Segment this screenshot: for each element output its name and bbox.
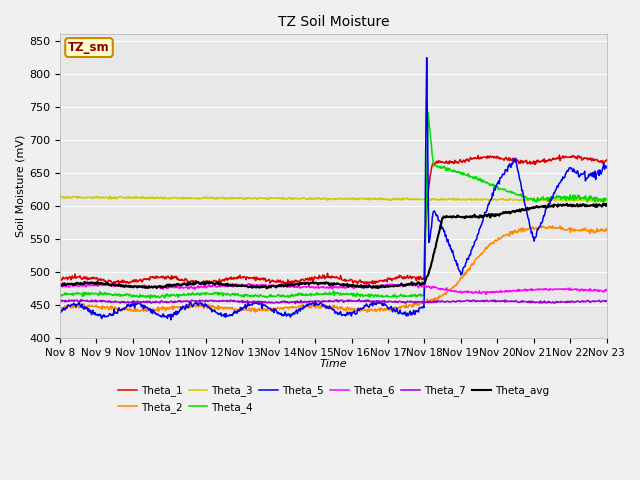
Theta_1 — [405, 275, 413, 281]
Theta_3 — [603, 197, 611, 203]
Theta_4 — [388, 293, 396, 299]
Theta_4 — [405, 293, 413, 299]
Theta_avg — [263, 286, 271, 291]
Theta_2 — [374, 307, 382, 312]
Theta_5 — [56, 310, 64, 315]
Theta_avg — [90, 280, 97, 286]
Theta_1 — [556, 152, 563, 158]
Theta_4 — [374, 292, 382, 298]
Theta_3 — [56, 194, 64, 200]
Theta_4 — [424, 109, 432, 115]
Theta_1 — [527, 160, 535, 166]
Theta_6 — [528, 288, 536, 293]
Theta_5 — [388, 309, 396, 315]
Theta_3 — [388, 196, 396, 202]
Theta_1 — [374, 278, 382, 284]
Theta_1 — [56, 277, 64, 283]
Line: Theta_3: Theta_3 — [60, 196, 607, 202]
Theta_6 — [90, 282, 97, 288]
Theta_6 — [483, 291, 490, 297]
Theta_4 — [603, 196, 611, 202]
Line: Theta_5: Theta_5 — [60, 58, 607, 320]
Theta_5 — [405, 311, 413, 317]
Theta_7 — [420, 301, 428, 307]
Theta_1 — [197, 282, 205, 288]
Theta_7 — [56, 299, 64, 304]
Theta_6 — [56, 284, 64, 289]
Theta_avg — [472, 214, 479, 220]
Theta_5 — [528, 229, 536, 235]
Theta_2 — [527, 224, 535, 230]
Line: Theta_7: Theta_7 — [60, 300, 607, 304]
Theta_1 — [472, 155, 479, 160]
Theta_3 — [532, 199, 540, 204]
Theta_4 — [472, 173, 480, 179]
Theta_4 — [90, 291, 97, 297]
Theta_7 — [374, 298, 382, 304]
Theta_6 — [472, 289, 479, 295]
Theta_4 — [56, 294, 64, 300]
Theta_5 — [374, 300, 382, 306]
Legend: Theta_1, Theta_2, Theta_3, Theta_4, Theta_5, Theta_6, Theta_7, Theta_avg: Theta_1, Theta_2, Theta_3, Theta_4, Thet… — [118, 385, 549, 412]
Text: TZ_sm: TZ_sm — [68, 41, 110, 54]
Theta_6 — [405, 283, 413, 288]
Title: TZ Soil Moisture: TZ Soil Moisture — [278, 15, 389, 29]
Theta_3 — [472, 197, 479, 203]
Theta_2 — [405, 302, 413, 308]
Theta_2 — [364, 309, 371, 315]
Y-axis label: Soil Moisture (mV): Soil Moisture (mV) — [15, 135, 25, 237]
Theta_2 — [472, 256, 479, 262]
Theta_1 — [90, 274, 97, 280]
Theta_7 — [355, 297, 363, 302]
Theta_7 — [472, 299, 480, 304]
Theta_3 — [90, 195, 98, 201]
Theta_3 — [405, 197, 413, 203]
Theta_2 — [388, 305, 396, 311]
Theta_avg — [603, 201, 611, 207]
Theta_7 — [528, 299, 536, 304]
Theta_avg — [563, 201, 571, 206]
Theta_3 — [70, 193, 77, 199]
Theta_7 — [90, 299, 97, 304]
Theta_2 — [56, 304, 64, 310]
Line: Theta_avg: Theta_avg — [60, 204, 607, 288]
Theta_4 — [528, 196, 536, 202]
Theta_6 — [374, 284, 382, 289]
Theta_6 — [97, 281, 104, 287]
Line: Theta_2: Theta_2 — [60, 226, 607, 312]
Theta_avg — [527, 205, 535, 211]
Theta_2 — [603, 227, 611, 233]
Theta_6 — [388, 281, 396, 287]
Theta_3 — [374, 195, 382, 201]
Theta_3 — [527, 196, 535, 202]
Theta_2 — [90, 303, 97, 309]
Theta_1 — [603, 157, 611, 163]
Theta_avg — [405, 281, 413, 287]
Theta_avg — [388, 283, 396, 289]
X-axis label: Time: Time — [319, 359, 347, 369]
Theta_4 — [147, 296, 154, 301]
Theta_6 — [603, 287, 611, 292]
Theta_5 — [167, 317, 175, 323]
Theta_5 — [603, 165, 611, 170]
Theta_avg — [56, 282, 64, 288]
Theta_5 — [90, 310, 97, 316]
Theta_avg — [374, 284, 382, 289]
Theta_5 — [423, 55, 431, 60]
Line: Theta_4: Theta_4 — [60, 112, 607, 299]
Theta_2 — [548, 223, 556, 229]
Theta_5 — [472, 237, 480, 243]
Line: Theta_6: Theta_6 — [60, 284, 607, 294]
Theta_1 — [388, 277, 396, 283]
Line: Theta_1: Theta_1 — [60, 155, 607, 285]
Theta_7 — [603, 298, 611, 304]
Theta_7 — [405, 299, 413, 304]
Theta_7 — [388, 299, 396, 305]
